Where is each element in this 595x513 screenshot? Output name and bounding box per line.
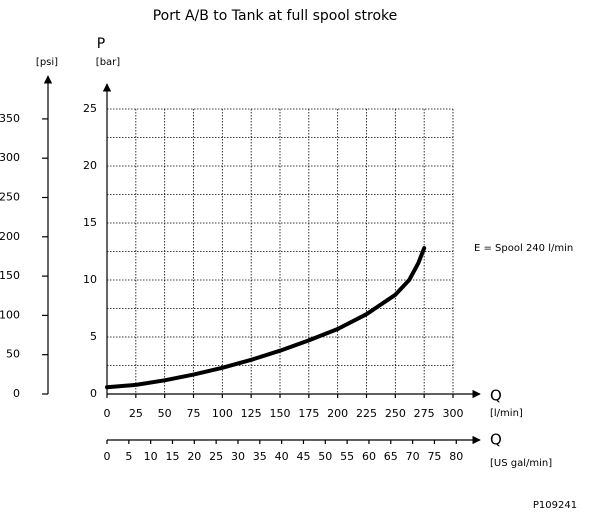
x2-tick-label: 5 — [125, 450, 132, 463]
x2-tick-label: 80 — [449, 450, 463, 463]
x2-tick-label: 35 — [253, 450, 267, 463]
figure-id: P109241 — [533, 500, 577, 511]
y2-tick-label: 350 — [0, 112, 20, 125]
x-tick-label: 275 — [414, 407, 435, 420]
x2-tick-label: 25 — [209, 450, 223, 463]
x-tick-label: 25 — [129, 407, 143, 420]
y-tick-label: 15 — [83, 216, 97, 229]
x2-tick-label: 15 — [165, 450, 179, 463]
y-unit: [bar] — [96, 57, 120, 68]
y-tick-label: 5 — [90, 330, 97, 343]
x2-unit: [US gal/min] — [490, 458, 552, 469]
y2-tick-label: 50 — [6, 348, 20, 361]
y-tick-label: 20 — [83, 159, 97, 172]
x-tick-label: 175 — [298, 407, 319, 420]
x2-tick-label: 75 — [427, 450, 441, 463]
x-tick-label: 150 — [270, 407, 291, 420]
x-tick-label: 75 — [187, 407, 201, 420]
x2-tick-label: 60 — [362, 450, 376, 463]
x2-tick-label: 70 — [406, 450, 420, 463]
y2-tick-label: 200 — [0, 230, 20, 243]
x-tick-label: 225 — [356, 407, 377, 420]
x-tick-label: 0 — [104, 407, 111, 420]
x-tick-label: 125 — [241, 407, 262, 420]
x-tick-label: 250 — [385, 407, 406, 420]
x-tick-label: 300 — [443, 407, 464, 420]
x-unit: [l/min] — [490, 408, 523, 419]
x2-tick-label: 45 — [296, 450, 310, 463]
x2-tick-label: 0 — [104, 450, 111, 463]
y-tick-label: 25 — [83, 102, 97, 115]
chart-title: Port A/B to Tank at full spool stroke — [153, 8, 398, 24]
x2-tick-label: 20 — [187, 450, 201, 463]
y2-tick-label: 250 — [0, 191, 20, 204]
x2-tick-label: 30 — [231, 450, 245, 463]
x-tick-label: 100 — [212, 407, 233, 420]
y2-tick-label: 300 — [0, 151, 20, 164]
x-tick-label: 200 — [327, 407, 348, 420]
y2-tick-label: 100 — [0, 308, 20, 321]
x2-tick-label: 55 — [340, 450, 354, 463]
x2-tick-label: 10 — [144, 450, 158, 463]
y-tick-label: 10 — [83, 273, 97, 286]
y-tick-label: 0 — [90, 387, 97, 400]
series-line — [105, 246, 427, 390]
y-label: P — [97, 36, 105, 52]
y2-tick-label: 0 — [13, 387, 20, 400]
x2-label: Q — [490, 431, 502, 449]
y2-tick-label: 150 — [0, 269, 20, 282]
x2-tick-label: 50 — [318, 450, 332, 463]
x-tick-label: 50 — [158, 407, 172, 420]
series-label: E = Spool 240 l/min — [474, 243, 573, 254]
x2-tick-label: 65 — [384, 450, 398, 463]
x-label: Q — [490, 387, 502, 405]
y2-unit: [psi] — [36, 57, 58, 68]
x2-tick-label: 40 — [275, 450, 289, 463]
